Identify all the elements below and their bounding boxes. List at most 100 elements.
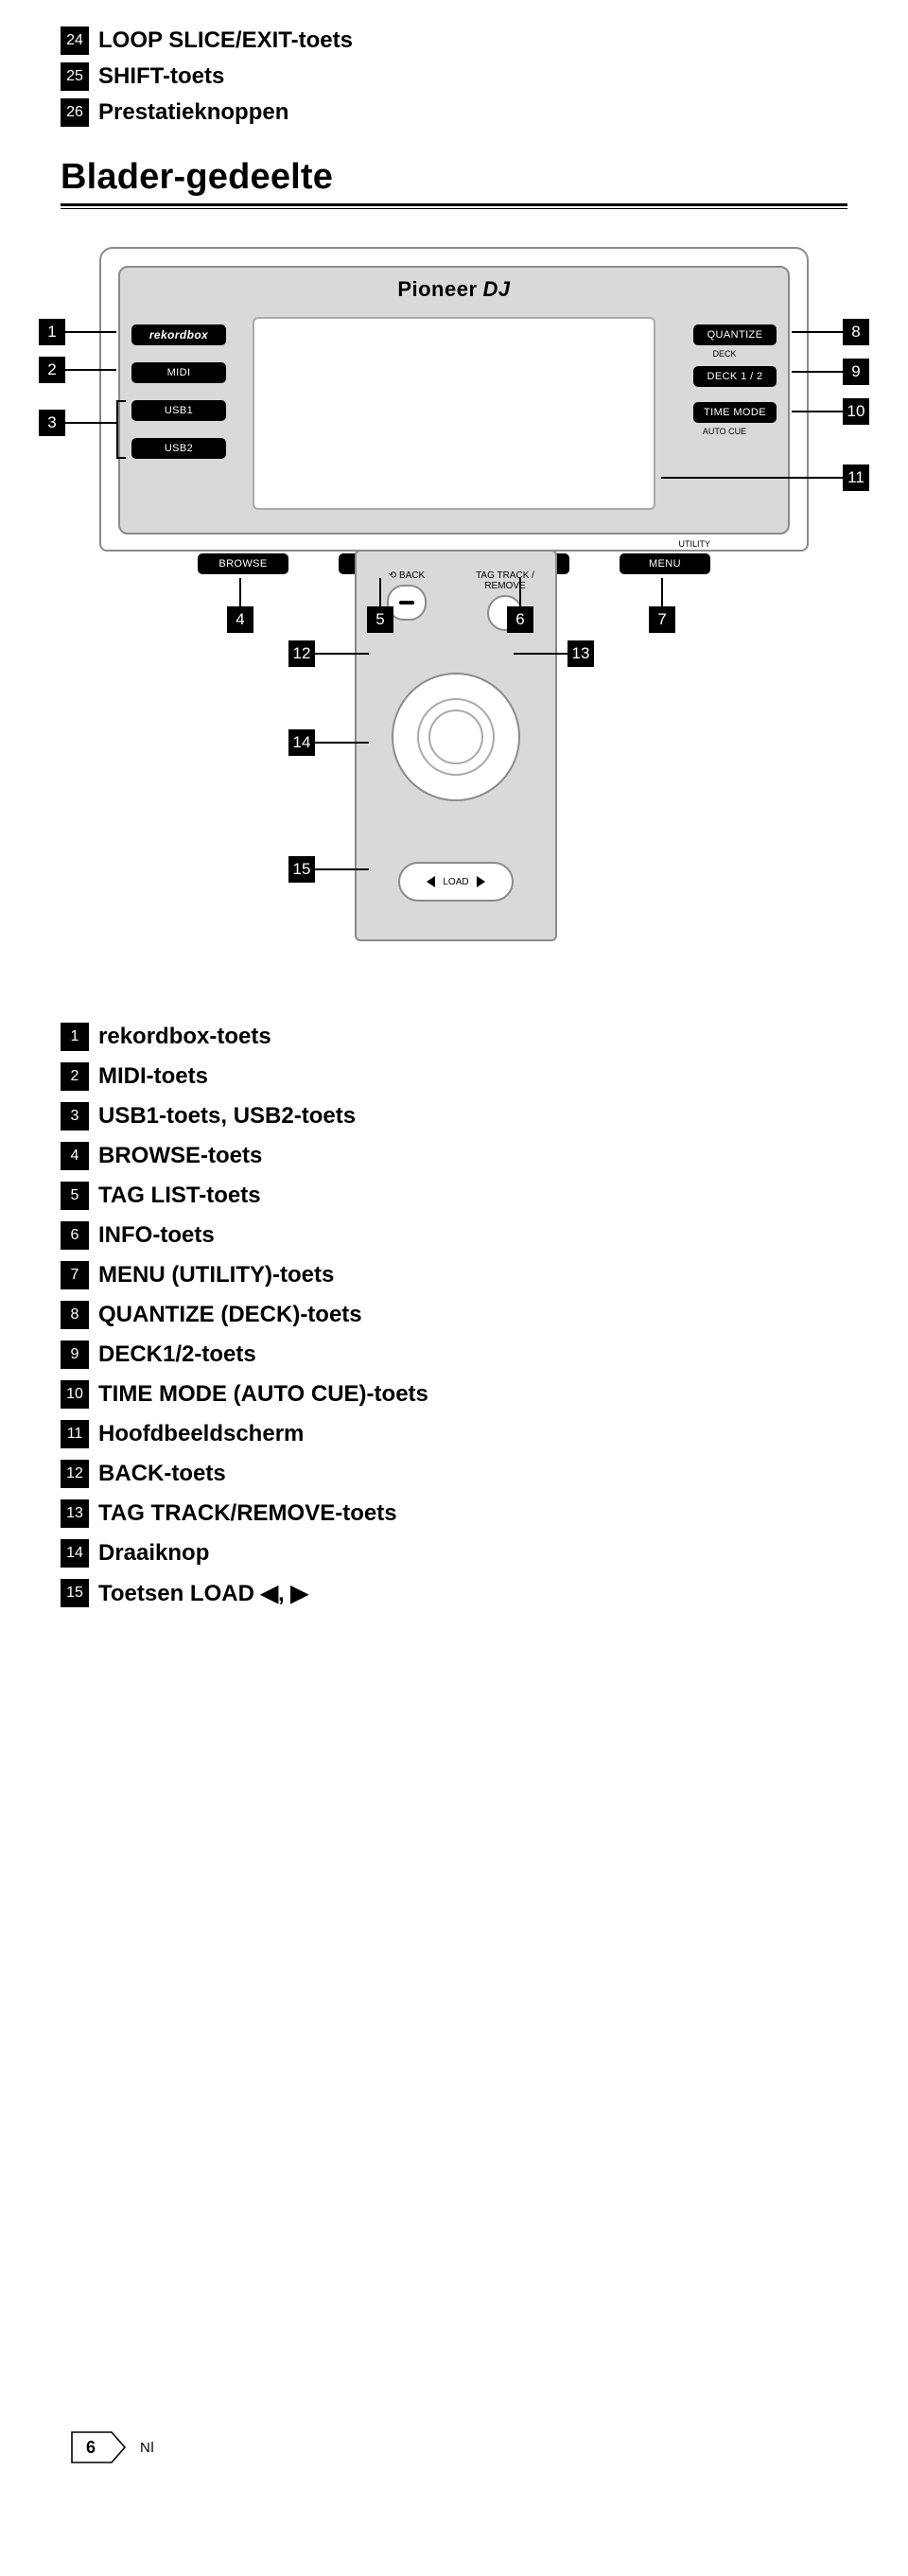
device-button-deck12: DECK 1 / 2: [693, 366, 777, 387]
callout-number: 5: [367, 606, 393, 633]
number-badge: 4: [61, 1142, 89, 1170]
callout-3: 3: [39, 410, 116, 436]
list-item: 3 USB1-toets, USB2-toets: [61, 1102, 847, 1130]
item-label: TIME MODE (AUTO CUE)-toets: [98, 1381, 428, 1408]
list-item: 13 TAG TRACK/REMOVE-toets: [61, 1499, 847, 1528]
number-badge: 8: [61, 1301, 89, 1329]
footer-arrow-icon: 6: [70, 2430, 127, 2464]
number-badge: 11: [61, 1420, 89, 1448]
list-item: 5TAG LIST-toets: [61, 1182, 847, 1210]
device-button-usb2: USB2: [131, 438, 226, 459]
device-sublabel-autocue: AUTO CUE: [672, 427, 777, 436]
list-item: 4 BROWSE-toets: [61, 1142, 847, 1170]
item-label: INFO-toets: [98, 1222, 215, 1249]
callout-15: 15: [288, 856, 369, 883]
callout-number: 1: [39, 319, 65, 345]
callout-number: 4: [227, 606, 253, 633]
triangle-right-icon: [477, 876, 485, 887]
number-badge: 6: [61, 1221, 89, 1250]
callout-10: 10: [792, 398, 869, 425]
list-item: 9DECK1/2-toets: [61, 1341, 847, 1369]
callout-number: 10: [843, 398, 869, 425]
callout-number: 2: [39, 357, 65, 383]
number-badge: 26: [61, 98, 89, 127]
list-item: 11 Hoofdbeeldscherm: [61, 1420, 847, 1448]
device-diagram: PioneerDJ rekordbox MIDI USB1 USB2 QUANT…: [61, 247, 847, 663]
item-label: SHIFT-toets: [98, 63, 224, 90]
callout-5: 5: [368, 578, 393, 635]
item-label: BROWSE-toets: [98, 1143, 262, 1169]
number-badge: 25: [61, 62, 89, 91]
item-label: MENU (UTILITY)-toets: [98, 1262, 334, 1288]
brand-logo: PioneerDJ: [397, 277, 510, 302]
callout-number: 9: [843, 359, 869, 385]
heading-rule: [61, 203, 847, 209]
device-button-timemode: TIME MODE: [693, 402, 777, 423]
device-sublabel-deck: DECK: [672, 349, 777, 359]
callout-6: 6: [508, 578, 533, 635]
jog-wheel-icon: [392, 673, 520, 801]
number-badge: 14: [61, 1539, 89, 1568]
number-badge: 7: [61, 1261, 89, 1289]
device-button-rekordbox: rekordbox: [131, 324, 226, 345]
callout-12: 12: [288, 640, 369, 667]
callout-2: 2: [39, 357, 116, 383]
callout-number: 12: [288, 640, 315, 667]
callout-number: 8: [843, 319, 869, 345]
callout-number: 13: [568, 640, 594, 667]
item-label: rekordbox-toets: [98, 1024, 271, 1050]
number-badge: 15: [61, 1579, 89, 1607]
load-label: LOAD: [443, 877, 468, 887]
load-row: LOAD: [398, 862, 514, 902]
item-label: MIDI-toets: [98, 1063, 208, 1090]
device-button-menu: MENU: [620, 553, 710, 574]
callout-number: 15: [288, 856, 315, 883]
item-label: USB1-toets, USB2-toets: [98, 1103, 356, 1130]
list-item: 15 Toetsen LOAD ◀, ▶: [61, 1579, 847, 1607]
list-item: 14 Draaiknop: [61, 1539, 847, 1568]
callout-8: 8: [792, 319, 869, 345]
triangle-left-icon: [427, 876, 435, 887]
callout-number: 14: [288, 729, 315, 756]
list-item: 26 Prestatieknoppen: [61, 98, 847, 127]
callout-9: 9: [792, 359, 869, 385]
number-badge: 10: [61, 1380, 89, 1409]
footer-language: Nl: [140, 2440, 154, 2456]
number-badge: 3: [61, 1102, 89, 1130]
callout-number: 7: [649, 606, 675, 633]
item-label: Hoofdbeeldscherm: [98, 1421, 304, 1447]
callout-number: 3: [39, 410, 65, 436]
list-item: 2MIDI-toets: [61, 1062, 847, 1091]
item-label: Toetsen LOAD ◀, ▶: [98, 1580, 308, 1607]
item-label: TAG TRACK/REMOVE-toets: [98, 1500, 397, 1527]
callout-4: 4: [228, 578, 253, 635]
number-badge: 12: [61, 1460, 89, 1488]
list-item: 1 rekordbox-toets: [61, 1023, 847, 1051]
device-button-quantize: QUANTIZE: [693, 324, 777, 345]
item-label: LOOP SLICE/EXIT-toets: [98, 27, 353, 54]
device-button-usb1: USB1: [131, 400, 226, 421]
top-list: 24 LOOP SLICE/EXIT-toets 25 SHIFT-toets …: [61, 26, 847, 127]
callout-11: 11: [661, 464, 869, 491]
page-footer: 6 Nl: [61, 2430, 847, 2464]
svg-text:6: 6: [86, 2438, 96, 2457]
item-label: TAG LIST-toets: [98, 1183, 261, 1209]
item-label: BACK-toets: [98, 1461, 226, 1487]
callout-14: 14: [288, 729, 369, 756]
callout-number: 6: [507, 606, 533, 633]
number-badge: 24: [61, 26, 89, 55]
device-button-browse: BROWSE: [198, 553, 288, 574]
number-badge: 13: [61, 1499, 89, 1528]
device-screen: [253, 317, 655, 510]
callout-number: 11: [843, 464, 869, 491]
item-label: QUANTIZE (DECK)-toets: [98, 1302, 362, 1328]
callout-7: 7: [650, 578, 674, 635]
number-badge: 1: [61, 1023, 89, 1051]
left-button-column: rekordbox MIDI USB1 USB2: [131, 324, 236, 476]
list-item: 12 BACK-toets: [61, 1460, 847, 1488]
section-title: Blader-gedeelte: [61, 157, 847, 198]
list-item: 7 MENU (UTILITY)-toets: [61, 1261, 847, 1289]
list-item: 25 SHIFT-toets: [61, 62, 847, 91]
list-item: 8 QUANTIZE (DECK)-toets: [61, 1301, 847, 1329]
item-label: Draaiknop: [98, 1540, 209, 1567]
